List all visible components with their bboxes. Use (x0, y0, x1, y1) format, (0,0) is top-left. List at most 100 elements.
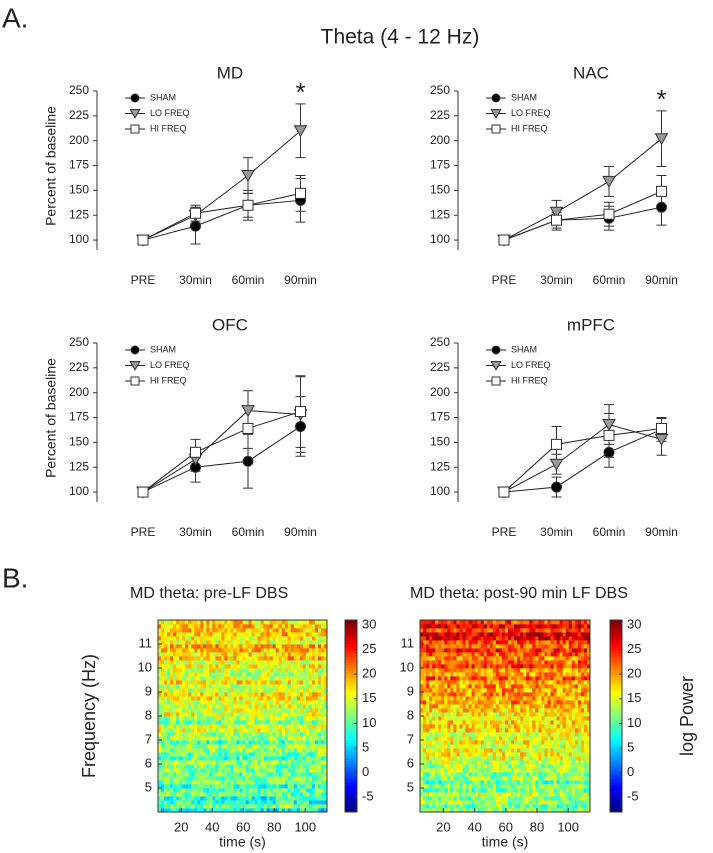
spectrogram-cell (565, 688, 570, 693)
spectrogram-cell (447, 692, 451, 697)
spectrogram-cell (465, 744, 469, 749)
spectrogram-cell (456, 780, 460, 785)
spectrogram-cell (480, 736, 485, 741)
spectrogram-cell (438, 780, 442, 785)
spectrogram-cell (158, 764, 162, 769)
spectrogram-cell (206, 780, 210, 785)
spectrogram-cell (299, 808, 304, 813)
spectrogram-cell (167, 740, 171, 745)
spectrogram-cell (185, 668, 189, 673)
spectrogram-cell (254, 764, 258, 769)
spectrogram-cell (498, 768, 503, 773)
spectrogram-cell (462, 676, 466, 681)
spectrogram-cell (161, 736, 165, 741)
spectrogram-cell (311, 620, 316, 625)
spectrogram-cell (474, 700, 479, 705)
spectrogram-cell (577, 688, 582, 693)
spectrogram-cell (284, 768, 289, 773)
spectrogram-cell (179, 672, 183, 677)
spectrogram-cell (227, 720, 231, 725)
spectrogram-cell (508, 724, 512, 729)
spectrogram-cell (251, 652, 255, 657)
spectrogram-cell (483, 776, 488, 781)
spectrogram-cell (203, 744, 207, 749)
colorbar-tick-label: 5 (362, 739, 369, 754)
spectrogram-cell (511, 756, 515, 761)
spectrogram-cell (182, 644, 186, 649)
spectrogram-cell (281, 780, 286, 785)
series-line (503, 206, 662, 241)
spectrogram-cell (465, 736, 469, 741)
spectrogram-cell (293, 748, 298, 753)
spectrogram-cell (194, 728, 198, 733)
spectrogram-cell (233, 684, 237, 689)
spectrogram-cell (550, 708, 554, 713)
spectrogram-cell (438, 724, 442, 729)
spectrogram-cell (173, 708, 177, 713)
spectrogram-cell (320, 628, 325, 633)
spectrogram-cell (242, 772, 246, 777)
spectrogram-cell (266, 668, 271, 673)
spectrogram-cell (296, 732, 301, 737)
spectrogram-cell (215, 648, 219, 653)
spectrogram-cell (526, 720, 530, 725)
spectrogram-cell (520, 760, 524, 765)
spectrogram-cell (514, 788, 518, 793)
spectrogram-cell (176, 668, 180, 673)
spectrogram-cell (263, 756, 268, 761)
spectrogram-cell (556, 724, 561, 729)
spectrogram-cell (167, 664, 171, 669)
spectrogram-cell (480, 716, 485, 721)
spectrogram-cell (260, 656, 265, 661)
spectrogram-cell (206, 708, 210, 713)
spectrogram-cell (248, 656, 252, 661)
spectrogram-cell (492, 784, 497, 789)
spectrogram-cell (284, 636, 289, 641)
spectrogram-cell (571, 808, 576, 813)
spectrogram-cell (167, 720, 171, 725)
spectrogram-cell (239, 804, 243, 809)
spectrogram-cell (293, 752, 298, 757)
spectrogram-cell (287, 808, 292, 813)
spectrogram-cell (471, 704, 476, 709)
spectrogram-cell (544, 752, 548, 757)
spectrogram-cell (284, 736, 289, 741)
spectrogram-cell (559, 716, 564, 721)
spectrogram-cell (474, 672, 479, 677)
spectrogram-cell (556, 692, 561, 697)
spectrogram-cell (287, 760, 292, 765)
spectrogram-cell (432, 792, 436, 797)
spectrogram-cell (468, 804, 473, 809)
spectrogram-cell (465, 728, 469, 733)
spectrogram-cell (535, 684, 539, 689)
spectrogram-cell (550, 688, 554, 693)
spectrogram-cell (224, 628, 228, 633)
spectrogram-cell (453, 804, 457, 809)
spectrogram-cell (459, 804, 463, 809)
spectrogram-cell (571, 700, 576, 705)
spectrogram-cell (511, 720, 515, 725)
spectrogram-cell (170, 704, 174, 709)
spectrogram-cell (465, 808, 469, 813)
spectrogram-cell (254, 656, 258, 661)
spectrogram-cell (308, 708, 313, 713)
spectrogram-cell (170, 740, 174, 745)
spectrogram-cell (314, 792, 319, 797)
spectrogram-cell (501, 752, 506, 757)
spectrogram-cell (275, 768, 280, 773)
spectrogram-cell (236, 708, 240, 713)
spectrogram-cell (532, 712, 536, 717)
spectrogram-cell (302, 728, 307, 733)
spectrogram-cell (308, 664, 313, 669)
spectrogram-cell (287, 684, 292, 689)
spectrogram-cell (498, 688, 503, 693)
spectrogram-cell (535, 744, 539, 749)
spectrogram-cell (275, 680, 280, 685)
spectrogram-cell (182, 648, 186, 653)
spectrogram-cell (471, 708, 476, 713)
spectrogram-cell (553, 732, 558, 737)
spectrogram-cell (568, 676, 573, 681)
spectrogram-cell (293, 644, 298, 649)
spectrogram-cell (501, 692, 506, 697)
spectrogram-cell (508, 784, 512, 789)
